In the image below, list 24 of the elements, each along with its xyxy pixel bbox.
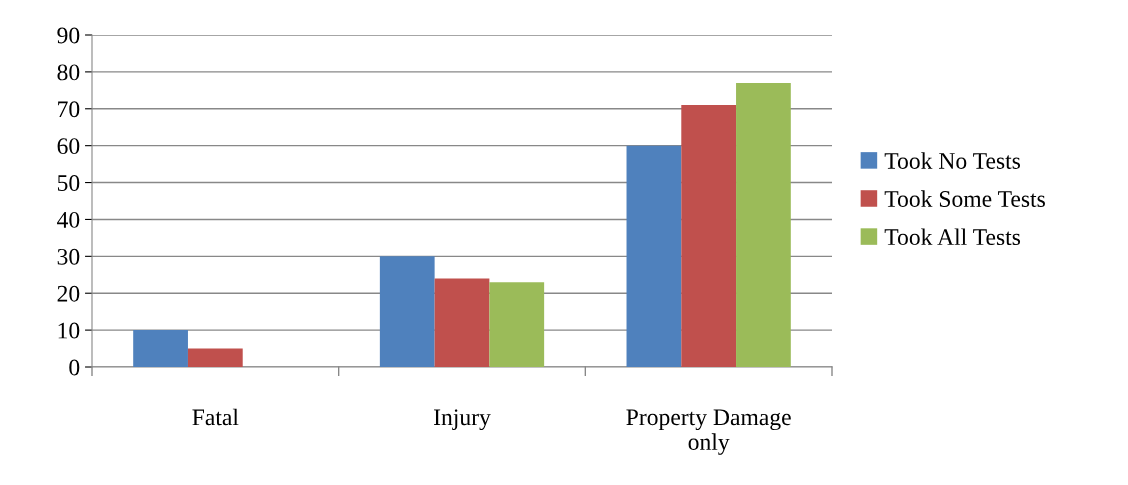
y-tick-label: 60 xyxy=(57,138,80,155)
bar xyxy=(379,256,435,367)
y-tick-label: 70 xyxy=(58,101,80,118)
bar xyxy=(626,145,682,367)
bar xyxy=(681,105,737,367)
bar xyxy=(736,82,791,367)
y-tick-label: 30 xyxy=(57,248,80,265)
x-tick-label: Fatal xyxy=(192,408,239,426)
y-tick-label: 80 xyxy=(57,64,80,81)
bar xyxy=(434,278,490,367)
y-tick-label: 40 xyxy=(57,211,80,228)
legend-label: Took No Tests xyxy=(884,152,1021,169)
x-tick-label: Injury xyxy=(434,409,491,431)
bar xyxy=(133,330,188,367)
y-tick-label: 50 xyxy=(57,175,80,191)
y-tick-label: 20 xyxy=(57,285,80,302)
legend-label: Took Some Tests xyxy=(884,190,1045,207)
y-tick-label: 0 xyxy=(69,359,80,376)
bar xyxy=(187,348,243,367)
y-tick-label: 90 xyxy=(57,27,80,44)
bar xyxy=(489,282,545,367)
legend-label: Took All Tests xyxy=(884,228,1021,246)
y-tick-label: 10 xyxy=(58,322,80,339)
x-tick-label: Property Damage only xyxy=(626,409,791,455)
